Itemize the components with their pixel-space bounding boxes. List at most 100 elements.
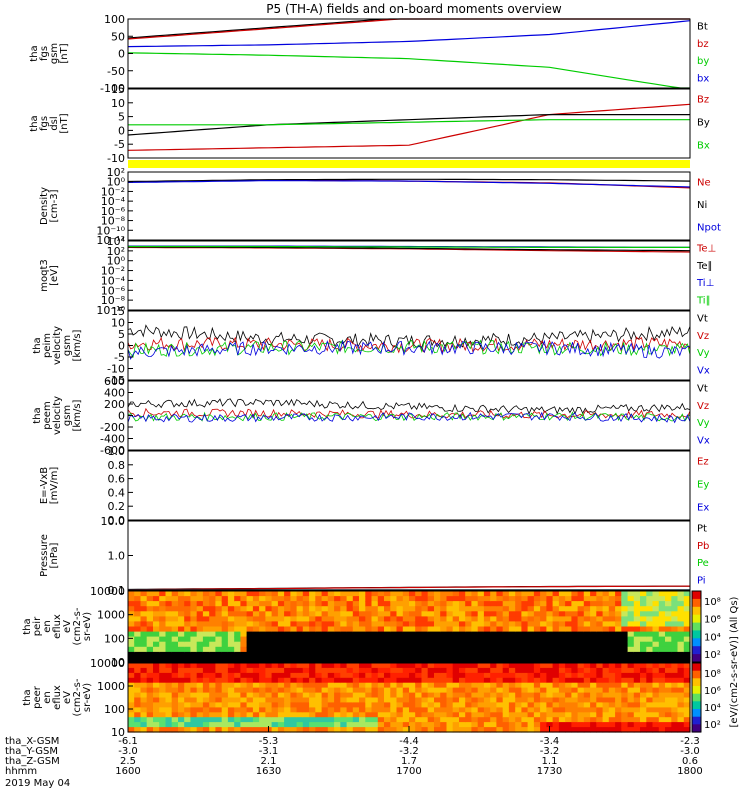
- spectrogram-cell: [540, 641, 547, 648]
- spectrogram-cell: [359, 672, 366, 679]
- spectrogram-cell: [296, 717, 304, 723]
- spectrogram-cell: [309, 621, 316, 628]
- spectrogram-cell: [190, 626, 198, 633]
- spectrogram-cell: [290, 697, 298, 703]
- spectrogram-cell: [178, 697, 185, 703]
- spectrogram-cell: [471, 663, 479, 669]
- spectrogram-cell: [184, 702, 191, 708]
- spectrogram-cell: [396, 702, 404, 708]
- spectrogram-cell: [159, 591, 166, 597]
- spectrogram-cell: [271, 692, 279, 699]
- spectrogram-cell: [128, 672, 135, 679]
- spectrogram-cell: [434, 626, 441, 633]
- spectrogram-cell: [465, 722, 472, 728]
- spectrogram-cell: [153, 626, 160, 633]
- spectrogram-cell: [359, 722, 366, 728]
- spectrogram-cell: [365, 667, 373, 674]
- spectrogram-cell: [552, 707, 560, 713]
- spectrogram-cell: [165, 712, 173, 718]
- spectrogram-cell: [465, 697, 472, 703]
- spectrogram-cell: [371, 631, 379, 638]
- spectrogram-cell: [665, 636, 672, 643]
- spectrogram-cell: [165, 601, 173, 607]
- spectrogram-cell: [583, 672, 591, 679]
- spectrogram-cell: [459, 596, 466, 602]
- spectrogram-cell: [134, 626, 141, 633]
- spectrogram-cell: [665, 621, 672, 628]
- spectrogram-cell: [359, 656, 366, 663]
- colorbar-segment: [692, 591, 701, 600]
- spectrogram-cell: [515, 651, 522, 658]
- y-axis-label: sr-eV): [82, 612, 93, 641]
- spectrogram-cell: [209, 687, 216, 694]
- spectrogram-cell: [202, 717, 210, 723]
- panel-frame: [127, 450, 691, 521]
- spectrogram-cell: [602, 621, 610, 628]
- spectrogram-cell: [483, 621, 491, 628]
- spectrogram-cell: [565, 656, 572, 663]
- spectrogram-cell: [452, 636, 460, 643]
- spectrogram-cell: [290, 702, 298, 708]
- spectrogram-cell: [352, 702, 360, 708]
- spectrogram-cell: [596, 702, 604, 708]
- spectrogram-cell: [452, 712, 460, 718]
- spectrogram-cell: [215, 663, 223, 669]
- spectrogram-cell: [346, 663, 354, 669]
- spectrogram-cell: [496, 712, 504, 718]
- spectrogram-cell: [153, 641, 160, 648]
- spectrogram-cell: [277, 621, 285, 628]
- colorbar-label: [eV/(cm2-s-sr-eV)] (All Qs): [729, 596, 740, 727]
- spectrogram-cell: [315, 707, 323, 713]
- colorbar-segment: [692, 638, 701, 647]
- spectrogram-cell: [465, 712, 472, 718]
- spectrogram-cell: [327, 606, 335, 612]
- spectrogram-cell: [615, 646, 622, 653]
- spectrogram-cell: [209, 591, 216, 597]
- spectrogram-cell: [390, 646, 398, 653]
- spectrogram-cell: [596, 646, 604, 653]
- y-axis-label: peim: [42, 333, 53, 358]
- spectrogram-cell: [471, 702, 479, 708]
- spectrogram-cell: [184, 611, 191, 617]
- spectrogram-cell: [640, 651, 647, 658]
- spectrogram-cell: [421, 722, 429, 728]
- spectrogram-cell: [459, 702, 466, 708]
- spectrogram-cell: [340, 601, 348, 607]
- spectrogram-cell: [277, 707, 285, 713]
- spectrogram-cell: [309, 651, 316, 658]
- spectrogram-cell: [640, 631, 647, 638]
- spectrogram-cell: [265, 717, 273, 723]
- spectrogram-cell: [234, 697, 241, 703]
- spectrogram-cell: [402, 687, 410, 694]
- spectrogram-cell: [677, 636, 685, 643]
- spectrogram-cell: [277, 656, 285, 663]
- spectrogram-cell: [315, 722, 323, 728]
- spectrogram-cell: [459, 621, 466, 628]
- spectrogram-cell: [683, 687, 691, 694]
- legend-entry: Ti∥: [696, 295, 711, 306]
- spectrogram-cell: [227, 656, 235, 663]
- spectrogram-cell: [434, 631, 441, 638]
- spectrogram-cell: [590, 646, 597, 653]
- spectrogram-cell: [533, 591, 541, 597]
- spectrogram-cell: [277, 601, 285, 607]
- spectrogram-cell: [227, 651, 235, 658]
- spectrogram-cell: [327, 677, 335, 684]
- spectrogram-cell: [171, 663, 179, 669]
- spectrogram-cell: [321, 606, 329, 612]
- spectrogram-cell: [377, 697, 385, 703]
- spectrogram-cell: [646, 651, 654, 658]
- spectrogram-cell: [552, 712, 560, 718]
- spectrogram-cell: [240, 717, 248, 723]
- spectrogram-cell: [409, 601, 416, 607]
- spectrogram-cell: [652, 672, 660, 679]
- spectrogram-cell: [640, 722, 647, 728]
- spectrogram-cell: [128, 606, 135, 612]
- spectrogram-cell: [134, 651, 141, 658]
- spectrogram-cell: [658, 646, 666, 653]
- spectrogram-cell: [234, 656, 241, 663]
- y-axis-label: tha: [22, 618, 33, 634]
- spectrogram-cell: [371, 687, 379, 694]
- spectrogram-cell: [477, 651, 485, 658]
- spectrogram-cell: [546, 672, 554, 679]
